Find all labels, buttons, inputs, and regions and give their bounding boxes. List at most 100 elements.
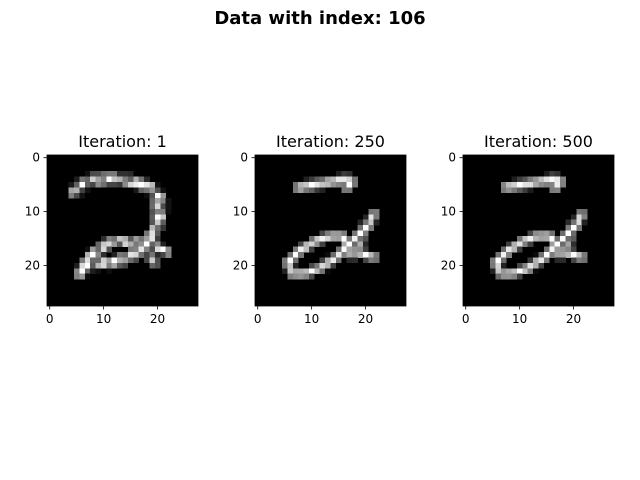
heatmap-cell (160, 192, 166, 199)
heatmap-cell (106, 176, 113, 183)
heatmap-cell (522, 268, 529, 274)
heatmap-cell (122, 176, 129, 183)
heatmap-cell (533, 181, 539, 188)
heatmap-cell (533, 268, 539, 274)
heatmap-cell (122, 181, 129, 188)
heatmap-cell (373, 214, 380, 221)
panel-2: Iteration: 250 0 10 20 0 10 20 (233, 132, 407, 326)
heatmap-cell (368, 214, 374, 221)
heatmap-cell (506, 268, 512, 274)
heatmap-cell (160, 225, 166, 231)
heatmap-cell (352, 241, 358, 247)
heatmap-cell (90, 171, 96, 177)
heatmap-cell (73, 268, 80, 274)
heatmap-cell (106, 171, 113, 177)
heatmap-cell (576, 214, 582, 221)
heatmap-cell (352, 176, 358, 183)
heatmap-cell (154, 214, 161, 221)
heatmap-cell (133, 235, 139, 242)
heatmap-cell (287, 257, 294, 264)
heatmap-cell (554, 176, 561, 183)
heatmap-cell (319, 181, 326, 188)
heatmap-cell (357, 235, 364, 242)
heatmap-cell (117, 257, 123, 264)
heatmap-cell (368, 257, 374, 264)
heatmap-cell (144, 241, 150, 247)
heatmap-cell (117, 176, 123, 183)
heatmap-cell (565, 241, 572, 247)
heatmap-cell (138, 187, 145, 194)
heatmap-cell (319, 235, 326, 242)
heatmap-cell (149, 214, 156, 221)
heatmap-cell (149, 181, 156, 188)
heatmap-cell (287, 252, 294, 258)
heatmap-cell (565, 235, 572, 242)
heatmap-cell (160, 252, 166, 258)
heatmap-cell (506, 181, 512, 188)
heatmap-cell (292, 187, 299, 194)
heatmap-cell (106, 246, 113, 253)
heatmap-cell (341, 246, 347, 253)
heatmap-cell (95, 257, 102, 264)
heatmap-cell (560, 241, 566, 247)
heatmap-cell (79, 176, 86, 183)
heatmap-cell (341, 230, 347, 237)
heatmap-cell (79, 192, 86, 199)
heatmap-cell (314, 262, 321, 269)
heatmap-cell (368, 225, 374, 231)
heatmap-cell (533, 262, 539, 269)
heatmap-cell (319, 268, 326, 274)
heatmap-cell (570, 214, 577, 221)
heatmap-cell (576, 225, 582, 231)
heatmap-cell (325, 235, 331, 242)
heatmap-cell (144, 246, 150, 253)
heatmap-cell (522, 187, 529, 194)
heatmap-cell (352, 246, 358, 253)
heatmap-cell (127, 252, 134, 258)
heatmap-cell (565, 225, 572, 231)
heatmap-cell (149, 230, 156, 237)
heatmap-cell (533, 230, 539, 237)
heatmap-cell (516, 268, 523, 274)
heatmap-cell (154, 203, 161, 210)
heatmap-cell (549, 241, 555, 247)
heatmap-cell (287, 268, 294, 274)
heatmap-cell (495, 252, 502, 258)
heatmap-cell (122, 235, 129, 242)
panel-3: Iteration: 500 0 10 20 0 10 20 (441, 132, 615, 326)
heatmap-cell (165, 208, 172, 215)
heatmap-cell (144, 176, 150, 183)
heatmap-cell (106, 268, 113, 274)
heatmap-cell (549, 181, 555, 188)
heatmap-cell (154, 235, 161, 242)
heatmap-cell (500, 181, 507, 188)
heatmap-cell (111, 171, 118, 177)
heatmap-cell (543, 181, 550, 188)
heatmap-cell (560, 235, 566, 242)
heatmap-cell (357, 219, 364, 226)
heatmap-cell (511, 246, 518, 253)
heatmap-cell (570, 219, 577, 226)
heatmap-cell (554, 252, 561, 258)
x-tick-label: 10 (96, 312, 111, 326)
heatmap-cell (149, 198, 156, 204)
heatmap-cell (362, 219, 369, 226)
heatmap-cell (341, 235, 347, 242)
heatmap-cell (506, 246, 512, 253)
heatmap-cell (165, 246, 172, 253)
heatmap-cell (325, 268, 331, 274)
heatmap-cell (149, 257, 156, 264)
heatmap-cell (303, 241, 310, 247)
heatmap-cell (357, 241, 364, 247)
heatmap-cell (154, 208, 161, 215)
heatmap-cell (144, 187, 150, 194)
heatmap-cell (79, 257, 86, 264)
heatmap-cell (533, 252, 539, 258)
heatmap-cell (133, 246, 139, 253)
heatmap-cell (495, 262, 502, 269)
heatmap-cell (325, 176, 331, 183)
heatmap-cell (111, 235, 118, 242)
heatmap-cell (511, 187, 518, 194)
heatmap-cell (154, 257, 161, 264)
